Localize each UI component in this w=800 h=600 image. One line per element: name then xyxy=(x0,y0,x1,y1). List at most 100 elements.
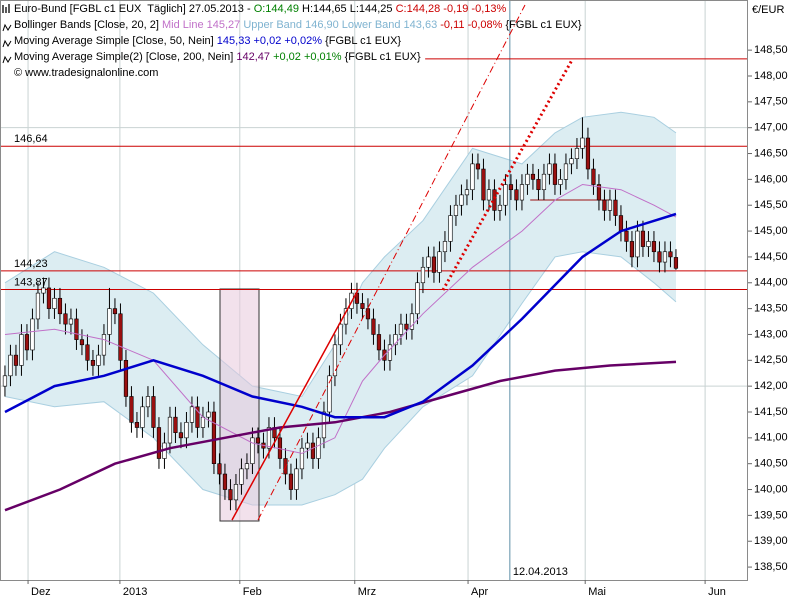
header-text: 145,33 +0,02 +0,02% xyxy=(217,35,325,47)
candle-body xyxy=(409,313,415,330)
candle-body xyxy=(519,184,525,201)
header-text: 142,47 xyxy=(236,51,273,63)
candle-body xyxy=(442,241,448,253)
candle-body xyxy=(426,256,431,268)
candle-body xyxy=(184,422,189,439)
y-tick-label: 139,00 xyxy=(754,535,788,547)
candle-body xyxy=(178,432,184,439)
candle-body xyxy=(189,406,195,423)
candle-body xyxy=(596,184,602,201)
x-tick-label: Apr xyxy=(471,586,488,598)
header-text: +0,02 +0,01% xyxy=(273,51,345,63)
level-label: 144,23 xyxy=(14,258,48,270)
candle-body xyxy=(420,266,426,284)
trend-lines xyxy=(231,4,574,521)
header-text: Upper Band 146,90 xyxy=(243,19,341,31)
candle-body xyxy=(173,416,178,433)
header-text: {FGBL c1 EUX} xyxy=(506,19,582,31)
candle-body xyxy=(19,334,24,366)
y-tick-label: 143,00 xyxy=(754,328,788,340)
header-line: Moving Average Simple [Close, 50, Nein] … xyxy=(14,35,401,47)
candle-body xyxy=(118,313,123,361)
y-tick-label: 144,00 xyxy=(754,277,788,289)
y-tick-label: 145,50 xyxy=(754,199,788,211)
y-tick-label: 140,50 xyxy=(754,458,788,470)
candle-body xyxy=(41,287,46,294)
candle-body xyxy=(123,360,129,397)
date-marker-label: 12.04.2013 xyxy=(513,566,568,578)
candle-body xyxy=(591,168,596,185)
x-tick-label: 2013 xyxy=(123,586,147,598)
candle-body xyxy=(530,173,536,180)
candle-body xyxy=(481,168,486,201)
y-tick-label: 146,50 xyxy=(754,147,788,159)
candle-body xyxy=(151,396,156,428)
candle-body xyxy=(90,360,96,366)
candle-body xyxy=(651,241,657,253)
header-text: {FGBL c1 EUX} xyxy=(345,51,421,63)
candle-body xyxy=(156,427,162,459)
candle-body xyxy=(646,241,651,247)
x-tick-label: Mai xyxy=(588,586,606,598)
candle-body xyxy=(602,199,607,211)
header-text: Bollinger Bands [Close, 20, 2] xyxy=(14,19,162,31)
candle-body xyxy=(360,303,365,309)
candle-body xyxy=(35,292,41,320)
candle-body xyxy=(79,339,85,346)
candle-body xyxy=(52,297,57,309)
y-tick-label: 144,50 xyxy=(754,251,788,263)
candle-body xyxy=(569,158,574,165)
y-tick-label: 143,50 xyxy=(754,303,788,315)
x-tick-label: Jun xyxy=(708,586,726,598)
candle-body xyxy=(294,468,299,490)
candle-body xyxy=(327,375,332,413)
candle-body xyxy=(112,308,118,315)
candle-body xyxy=(503,184,508,206)
y-tick-label: 140,00 xyxy=(754,483,788,495)
candle-body xyxy=(508,184,514,191)
candle-body xyxy=(206,411,211,418)
candle-body xyxy=(552,163,558,185)
candle-body xyxy=(129,396,134,423)
candle-body xyxy=(492,189,497,211)
candle-body xyxy=(13,354,19,366)
candle-body xyxy=(563,163,569,180)
candle-body xyxy=(134,422,140,428)
band-upper xyxy=(4,111,677,398)
candle-body xyxy=(145,396,151,408)
candle-body xyxy=(2,375,8,387)
candle-body xyxy=(624,230,629,242)
y-tick-label: 148,50 xyxy=(754,44,788,56)
level-label: 143,87 xyxy=(14,276,48,288)
trend-line xyxy=(441,59,574,291)
level-label: 146,64 xyxy=(14,133,48,145)
candle-body xyxy=(613,199,618,216)
candle-body xyxy=(393,334,398,346)
moving-average xyxy=(4,212,677,419)
candle-body xyxy=(96,354,101,366)
y-tick-label: 148,00 xyxy=(754,70,788,82)
candle-body xyxy=(525,173,530,185)
header-line: © www.tradesignalonline.com xyxy=(14,67,158,79)
candle-body xyxy=(338,323,343,346)
y-tick-label: 147,00 xyxy=(754,122,788,134)
candle-body xyxy=(657,251,662,263)
candle-body xyxy=(305,442,310,449)
candle-body xyxy=(673,257,679,269)
candle-body xyxy=(431,256,437,273)
y-tick-label: 146,00 xyxy=(754,173,788,185)
header-text: C:144,28 -0,19 -0,13% xyxy=(396,3,507,15)
candle-body xyxy=(514,189,519,201)
candle-body xyxy=(415,282,420,315)
candle-body xyxy=(321,411,327,439)
candle-body xyxy=(107,308,112,335)
candle-body xyxy=(217,463,222,475)
candle-body xyxy=(310,442,316,459)
candle-body xyxy=(448,215,453,242)
candle-body xyxy=(558,179,563,185)
candle-body xyxy=(475,163,481,170)
candle-body xyxy=(30,318,35,351)
candle-body xyxy=(662,251,668,263)
candle-body xyxy=(497,204,503,211)
candle-body xyxy=(404,323,409,330)
